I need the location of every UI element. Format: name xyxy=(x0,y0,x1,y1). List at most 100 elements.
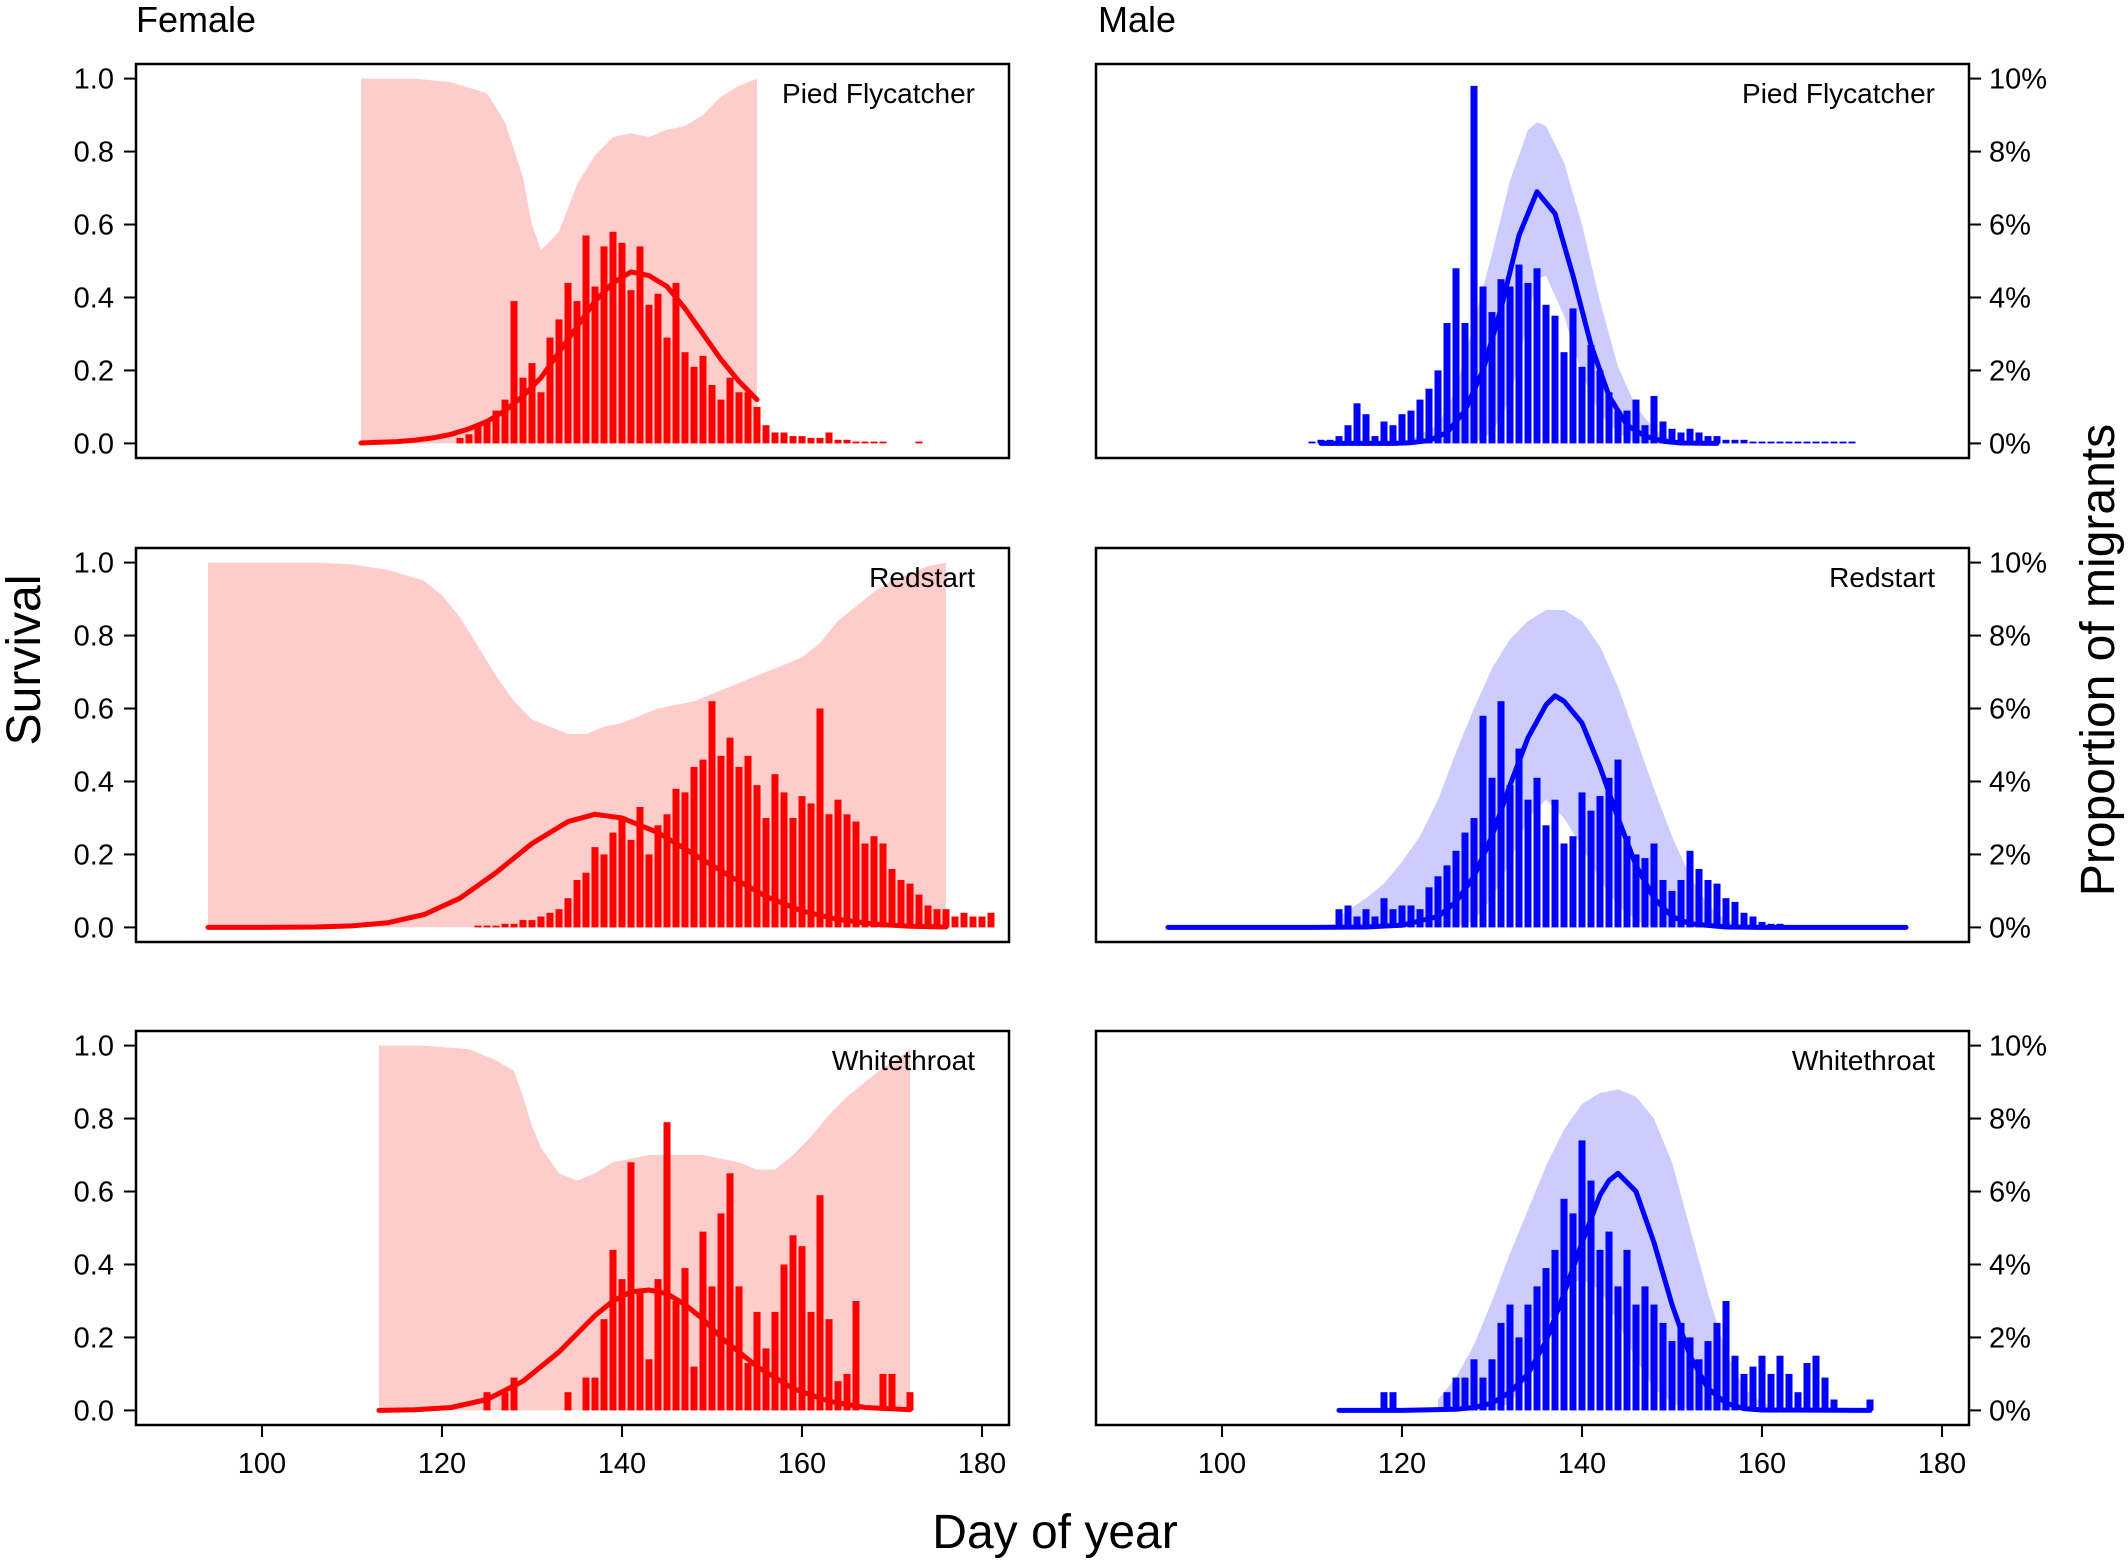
migrant-bar xyxy=(1587,1180,1595,1411)
migrant-bar xyxy=(510,301,518,444)
migrant-bar xyxy=(1749,916,1757,928)
y-tick-label: 0.6 xyxy=(74,694,114,726)
migrant-bar xyxy=(582,1377,590,1411)
migrant-bar xyxy=(1461,323,1469,444)
migrant-bar xyxy=(1641,1286,1649,1411)
migrant-bar xyxy=(501,1392,509,1411)
migrant-bar xyxy=(906,1392,914,1411)
migrant-bar xyxy=(1686,428,1694,444)
migrant-bar xyxy=(1425,388,1433,444)
migrant-bar xyxy=(465,434,473,444)
migrant-bar xyxy=(1596,796,1604,928)
migrant-bar xyxy=(636,246,644,444)
migrant-bar xyxy=(1713,436,1721,444)
species-label: Whitethroat xyxy=(832,1045,975,1076)
migrant-bar xyxy=(1740,439,1748,444)
migrant-bar xyxy=(1641,858,1649,928)
migrant-bar xyxy=(1830,441,1838,444)
survival-curve xyxy=(1318,189,1720,446)
survival-curve xyxy=(1165,693,1909,930)
migrant-bar xyxy=(537,392,545,444)
migrant-bar xyxy=(1614,759,1622,928)
migrant-bar xyxy=(1434,876,1442,928)
migrant-bar xyxy=(1551,315,1559,444)
migrant-bar xyxy=(1515,1337,1523,1411)
migrant-bar xyxy=(726,1173,734,1411)
migrant-bar xyxy=(582,235,590,444)
migrant-bar xyxy=(1524,799,1532,928)
y2-tick-label: 4% xyxy=(1989,766,2031,798)
migrant-bar xyxy=(1830,1399,1838,1411)
survival-curve xyxy=(358,269,760,446)
y2-tick-label: 6% xyxy=(1989,210,2031,242)
migrant-bar xyxy=(897,880,905,928)
migrant-bar xyxy=(501,399,509,444)
migrant-bar xyxy=(1569,1213,1577,1411)
migrant-bar xyxy=(1650,1304,1658,1411)
migrant-bar xyxy=(852,441,860,444)
migrant-bar xyxy=(762,1348,770,1411)
migrant-bar xyxy=(456,437,464,444)
y-tick-label: 1.0 xyxy=(74,1031,114,1063)
migrant-bar xyxy=(1767,1373,1775,1411)
species-label: Pied Flycatcher xyxy=(782,78,975,109)
panel-female-pied-flycatcher: Pied Flycatcher 0.0 0.2 0.4 0.6 0.8 1.0 xyxy=(74,62,1011,460)
migrant-bar xyxy=(870,836,878,928)
migrant-bar xyxy=(564,1392,572,1411)
migrant-bar xyxy=(969,916,977,928)
migrant-bar xyxy=(1776,1355,1784,1411)
plot-frame xyxy=(134,1029,1011,1427)
migrant-bar xyxy=(1407,905,1415,928)
y-tick-label: 0.0 xyxy=(74,912,114,944)
migrant-bar xyxy=(1335,909,1343,928)
migrant-bar xyxy=(1596,1249,1604,1411)
migrant-bar xyxy=(1803,441,1811,444)
migrant-bar xyxy=(681,1268,689,1411)
migrant-bar xyxy=(1812,441,1820,444)
migrant-bar xyxy=(1533,268,1541,444)
migrant-bar xyxy=(690,366,698,444)
migrant-bar xyxy=(483,421,491,444)
migrant-bar xyxy=(1596,370,1604,444)
migrant-bar xyxy=(834,1381,842,1411)
migrant-bar xyxy=(519,920,527,928)
migrant-bar xyxy=(681,792,689,928)
migrant-bar xyxy=(1506,1304,1514,1411)
y-tick-label: 0.4 xyxy=(74,766,114,798)
migrant-bar xyxy=(726,737,734,928)
migrant-bar xyxy=(1587,344,1595,444)
migrant-bar xyxy=(1380,1392,1388,1411)
migrant-bar xyxy=(492,925,500,928)
migrant-bar xyxy=(528,363,536,444)
migrant-bar xyxy=(573,301,581,444)
migrant-bar xyxy=(690,766,698,928)
migrant-bar xyxy=(1677,880,1685,928)
migrant-bar xyxy=(654,293,662,444)
migrant-bar xyxy=(474,425,482,444)
migrant-bar xyxy=(1443,323,1451,444)
migrant-bar xyxy=(1668,428,1676,444)
migrant-bar xyxy=(789,1235,797,1411)
migrant-bar xyxy=(645,854,653,928)
migrant-bar xyxy=(1488,312,1496,444)
x-tick-label: 180 xyxy=(958,1448,1006,1480)
migrant-bar xyxy=(870,441,878,444)
migrant-bar xyxy=(1704,880,1712,928)
migrant-bar xyxy=(1308,441,1316,444)
migrant-bar xyxy=(960,912,968,928)
migrant-bar xyxy=(1434,370,1442,444)
y2-tick-label: 2% xyxy=(1989,839,2031,871)
migrant-bar xyxy=(699,355,707,444)
migrant-bar xyxy=(1704,1341,1712,1411)
plot-frame xyxy=(134,62,1011,460)
migrant-bar xyxy=(744,1363,752,1411)
y2-tick-label: 10% xyxy=(1989,64,2047,96)
migrant-bar xyxy=(879,1373,887,1411)
migrant-bar xyxy=(888,869,896,928)
y-tick-label: 0.0 xyxy=(74,1395,114,1427)
plot-frame xyxy=(1094,62,1971,460)
migrant-bar xyxy=(654,825,662,928)
migrant-bar xyxy=(1515,264,1523,444)
migrant-bar xyxy=(591,286,599,444)
